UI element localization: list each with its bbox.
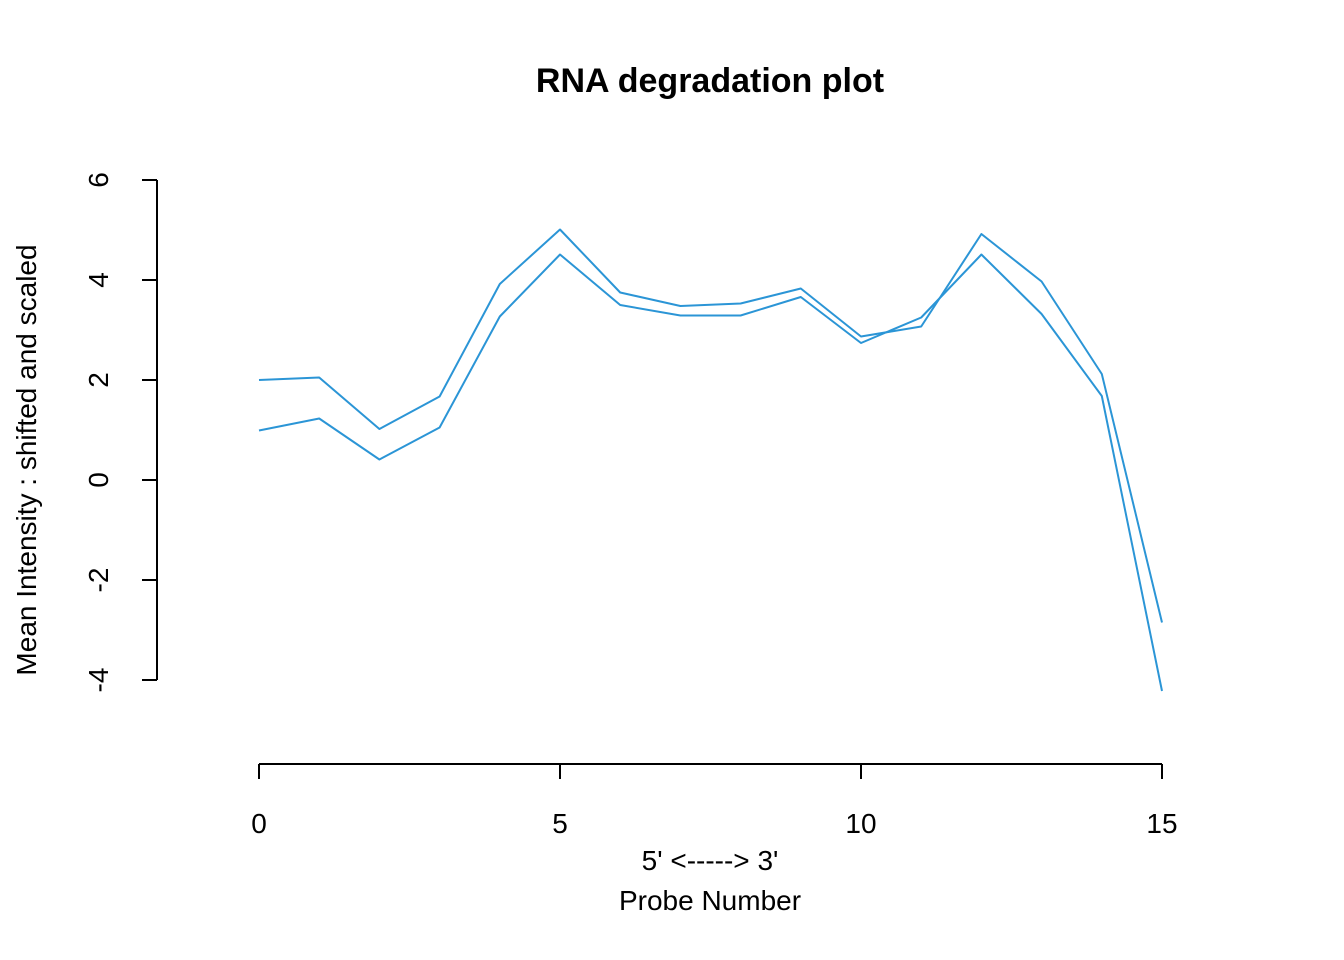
y-tick-label: 4 [83,272,114,288]
y-tick-label: 6 [83,172,114,188]
x-axis-label: Probe Number [619,885,801,916]
series-line-1 [258,228,1163,623]
x-tick-label: 5 [552,808,568,839]
x-axis: 0 5 10 15 [251,763,1178,839]
y-tick-label: 2 [83,372,114,388]
x-tick-label: 0 [251,808,267,839]
y-tick-label: -4 [83,668,114,693]
y-axis: -4 -2 0 2 4 6 [83,172,158,693]
chart-title: RNA degradation plot [536,62,884,100]
y-tick-label: 0 [83,472,114,488]
x-tick-label: 15 [1146,808,1177,839]
series-line-2 [258,253,1163,692]
y-tick-label: -2 [83,568,114,593]
x-axis-label-direction: 5' <-----> 3' [642,845,779,876]
y-axis-label: Mean Intensity : shifted and scaled [11,244,42,675]
plot-area [258,228,1163,692]
x-tick-label: 10 [845,808,876,839]
